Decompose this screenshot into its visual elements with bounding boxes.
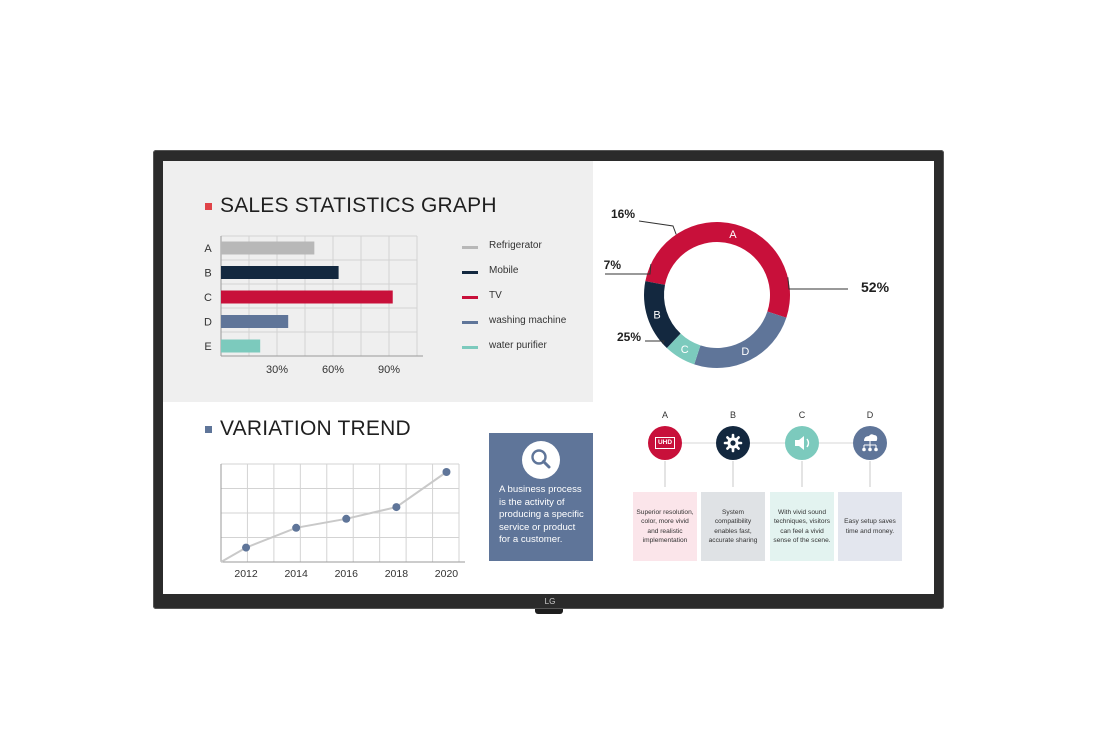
- display-screen: SALES STATISTICS GRAPH A B C D E 30% 60% 90% Re…: [163, 161, 934, 594]
- trend-point: [392, 503, 401, 512]
- bar-tick-label: 60%: [322, 364, 344, 376]
- feature-letter-c: C: [798, 410, 806, 420]
- donut-slice-c: [666, 333, 701, 365]
- donut-slice-b: [644, 281, 681, 349]
- trend-point: [342, 514, 351, 523]
- legend-label: water purifier: [489, 340, 547, 351]
- share-donut-chart: A D C B 52% 25% 7% 16%: [604, 207, 890, 368]
- uhd-icon-label: UHD: [655, 437, 675, 449]
- donut-slice-letter: A: [729, 229, 737, 241]
- feature-letter-a: A: [661, 410, 668, 420]
- monitor-stand: [535, 609, 563, 614]
- legend-swatch: [462, 296, 478, 299]
- gear-icon: [716, 426, 750, 460]
- feature-card-c: With vivid sound techniques, visitors ca…: [770, 492, 834, 561]
- search-icon: [522, 441, 560, 479]
- legend-swatch: [462, 321, 478, 324]
- feature-card-b: System compatibility enables fast, accur…: [701, 492, 765, 561]
- donut-slice-letter: B: [653, 309, 660, 321]
- trend-title-marker: [205, 426, 212, 433]
- donut-slice-letter: C: [681, 344, 689, 356]
- legend-label: TV: [489, 290, 502, 301]
- legend-label: Refrigerator: [489, 240, 542, 251]
- sales-title: SALES STATISTICS GRAPH: [220, 194, 497, 217]
- line-tick-label: 2014: [284, 568, 308, 580]
- trend-line-chart: 2012 2014 2016 2018 2020: [220, 463, 465, 580]
- line-tick-label: 2018: [385, 568, 409, 580]
- sales-panel: [163, 161, 593, 402]
- bar-category-label: D: [204, 317, 212, 329]
- bar-c: [221, 290, 393, 304]
- donut-leader-line: [645, 340, 665, 345]
- donut-percent-label: 52%: [861, 279, 890, 295]
- trend-line: [220, 471, 448, 563]
- feature-letter-b: B: [729, 410, 736, 420]
- donut-leader-line: [638, 220, 677, 235]
- legend-swatch: [462, 346, 478, 349]
- feature-letter-d: D: [866, 410, 874, 420]
- trend-point: [242, 543, 251, 552]
- donut-leader-line: [605, 264, 652, 275]
- legend-label: washing machine: [489, 315, 567, 326]
- feature-connector-lines: [649, 442, 871, 487]
- brand-logo: LG: [544, 597, 556, 606]
- donut-percent-label: 16%: [611, 207, 635, 221]
- feature-card-d: Easy setup saves time and money.: [838, 492, 902, 561]
- uhd-icon: UHD: [648, 426, 682, 460]
- trend-title: VARIATION TREND: [220, 417, 411, 440]
- info-text: A business process is the activity of pr…: [499, 484, 584, 545]
- trend-point: [292, 523, 301, 532]
- donut-percent-label: 25%: [617, 330, 641, 344]
- bar-a: [221, 241, 315, 255]
- line-tick-label: 2012: [234, 568, 258, 580]
- feature-card-a: Superior resolution, color, more vivid a…: [633, 492, 697, 561]
- speaker-icon: [785, 426, 819, 460]
- bar-category-label: A: [204, 243, 212, 255]
- sales-title-marker: [205, 203, 212, 210]
- bar-tick-label: 90%: [378, 364, 400, 376]
- bar-category-label: C: [204, 292, 212, 304]
- legend-label: Mobile: [489, 265, 519, 276]
- donut-leader-line: [787, 277, 848, 290]
- bar-category-label: E: [204, 341, 211, 353]
- legend-swatch: [462, 246, 478, 249]
- sales-bar-chart: A BC DE 30% 60% 90%: [204, 235, 423, 376]
- bar-b: [221, 266, 339, 279]
- donut-slice-letter: D: [741, 346, 749, 358]
- donut-slice-d: [694, 311, 787, 368]
- network-icon: [853, 426, 887, 460]
- legend-swatch: [462, 271, 478, 274]
- bar-category-label: B: [204, 268, 211, 280]
- info-box: A business process is the activity of pr…: [489, 433, 593, 561]
- bar-e: [221, 339, 261, 353]
- donut-percent-label: 7%: [604, 258, 622, 272]
- line-tick-label: 2016: [335, 568, 359, 580]
- trend-point: [442, 468, 451, 476]
- donut-slice-a: [645, 222, 790, 318]
- bar-tick-label: 30%: [266, 364, 288, 376]
- bar-d: [221, 315, 289, 328]
- line-tick-label: 2020: [435, 568, 459, 580]
